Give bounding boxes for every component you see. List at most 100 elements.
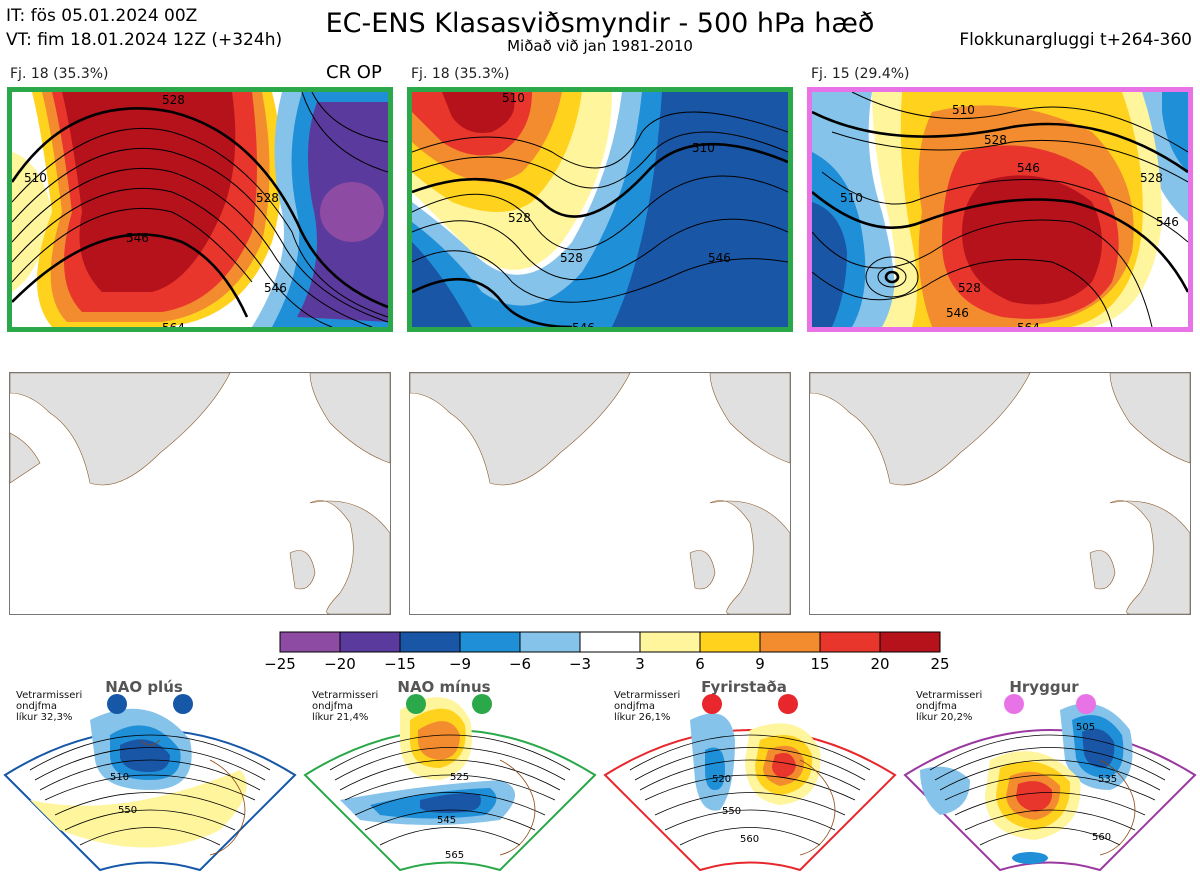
regime-marker-dot [107, 694, 127, 714]
regime-contour-label: 550 [722, 806, 741, 817]
colorbar-swatch [639, 631, 701, 653]
cluster-2-contour-label: 510 [692, 141, 715, 155]
colorbar-tick-label: 6 [695, 655, 705, 673]
regime-contour-label: 560 [740, 834, 759, 845]
cluster-3-contour-label: 546 [1017, 161, 1040, 175]
colorbar-swatch [279, 631, 341, 653]
landmass-outline [810, 373, 1190, 614]
colorbar-tick-label: −15 [384, 655, 416, 673]
cluster-3-contour-label: 564 [1017, 321, 1040, 327]
regime-stats: Vetrarmisseri ondjfma líkur 32,3% [16, 690, 83, 723]
colorbar-tick-label: −20 [324, 655, 356, 673]
regime-nao-plus[interactable]: 510 550 NAO plús Vetrarmisseri ondjfma lík… [0, 678, 300, 872]
regime-contour-label: 505 [1076, 722, 1095, 733]
initial-time: IT: fös 05.01.2024 00Z [6, 6, 198, 26]
colorbar-tick-label: 9 [755, 655, 765, 673]
regime-marker-dot [406, 694, 426, 714]
colorbar-swatch [879, 631, 941, 653]
regime-contour-label: 550 [118, 805, 137, 816]
colorbar-swatch [519, 631, 581, 653]
cluster-1-contour-label: 564 [162, 321, 185, 327]
cluster-1-contour-label: 528 [256, 191, 279, 205]
cluster-2-contour-label: 528 [508, 211, 531, 225]
colorbar-swatch [339, 631, 401, 653]
regime-contour-label: 535 [1098, 774, 1117, 785]
header-left: IT: fös 05.01.2024 00Z VT: fim 18.01.202… [6, 4, 282, 52]
landmass-outline [410, 373, 790, 614]
valid-time: VT: fim 18.01.2024 12Z (+324h) [6, 30, 283, 50]
cluster-2-contour-label: 510 [502, 92, 525, 105]
colorbar-tick-label: −3 [568, 655, 592, 673]
regime-name: NAO plús [105, 678, 183, 696]
empty-map-1[interactable] [9, 372, 391, 615]
colorbar-swatch [399, 631, 461, 653]
colorbar-tick-label: 20 [870, 655, 890, 673]
cluster-3-contour-label: 510 [840, 191, 863, 205]
cluster-2-map[interactable]: 510 528 510 528 546 546 [407, 87, 793, 332]
cluster-2-contour-label: 528 [560, 251, 583, 265]
colorbar-tick-label: −6 [508, 655, 532, 673]
regime-contour-label: 560 [1092, 832, 1111, 843]
regime-marker-dot [1076, 694, 1096, 714]
regime-map: 510 550 [3, 708, 297, 872]
cluster-1-label: Fj. 18 (35.3%) [10, 66, 109, 82]
cluster-1-contour-label: 546 [264, 281, 287, 295]
cluster-1-field: 510 528 546 528 546 564 [12, 92, 388, 327]
empty-map-3[interactable] [809, 372, 1191, 615]
cluster-3-field: 510 528 546 528 546 510 528 546 564 [812, 92, 1188, 327]
colorbar-swatch [579, 631, 641, 653]
cluster-1-map[interactable]: 510 528 546 528 546 564 [7, 87, 393, 332]
cluster-2-field: 510 528 510 528 546 546 [412, 92, 788, 327]
regime-marker-dot [173, 694, 193, 714]
regime-contour-label: 525 [450, 772, 469, 783]
colorbar-tick-label: 3 [635, 655, 645, 673]
regime-marker-dot [472, 694, 492, 714]
page-title: EC-ENS Klasasviðsmyndir - 500 hPa hæð [325, 8, 875, 39]
empty-map-2[interactable] [409, 372, 791, 615]
regime-nao-minus[interactable]: 525 545 565 NAO mínus Vetrarmisseri ondjf… [300, 678, 600, 872]
regime-marker-dot [778, 694, 798, 714]
colorbar-swatch [759, 631, 821, 653]
cluster-3-contour-label: 546 [946, 306, 969, 320]
cluster-3-contour-label: 528 [984, 133, 1007, 147]
regime-name: Hryggur [1009, 678, 1079, 696]
regime-map: 520 550 560 [603, 713, 897, 872]
cluster-2-contour-label: 546 [708, 251, 731, 265]
cluster-1-contour-label: 510 [24, 171, 47, 185]
regime-contour-label: 510 [110, 772, 129, 783]
colorbar [279, 631, 941, 653]
cluster-1-tag: CR OP [326, 62, 382, 83]
colorbar-swatch [699, 631, 761, 653]
colorbar-swatch [459, 631, 521, 653]
regime-contour-label: 545 [437, 815, 456, 826]
cluster-3-contour-label: 528 [1140, 171, 1163, 185]
cluster-2-contour-label: 546 [572, 321, 595, 327]
regime-marker-dot [1004, 694, 1024, 714]
regime-stats: Vetrarmisseri ondjfma líkur 26,1% [614, 690, 681, 723]
cluster-3-contour-label: 528 [958, 281, 981, 295]
colorbar-swatch [819, 631, 881, 653]
regime-map: 505 535 560 [903, 703, 1197, 872]
regime-marker-dot [702, 694, 722, 714]
cluster-3-label: Fj. 15 (29.4%) [811, 66, 910, 82]
regime-stats: Vetrarmisseri ondjfma líkur 21,4% [312, 690, 379, 723]
cluster-3-contour-label: 546 [1156, 215, 1179, 229]
page-subtitle: Miðað við jan 1981-2010 [507, 37, 693, 55]
regime-map: 525 545 565 [303, 697, 597, 872]
regime-name: NAO mínus [397, 678, 491, 696]
regime-ridge[interactable]: 505 535 560 Hryggur Vetrarmisseri ondjfma… [900, 678, 1200, 872]
colorbar-tick-label: 15 [810, 655, 830, 673]
regime-stats: Vetrarmisseri ondjfma líkur 20,2% [916, 690, 983, 723]
cluster-1-contour-label: 546 [126, 231, 149, 245]
cluster-3-contour-label: 510 [952, 103, 975, 117]
cluster-3-map[interactable]: 510 528 546 528 546 510 528 546 564 [807, 87, 1193, 332]
cluster-1-contour-label: 528 [162, 93, 185, 107]
regime-contour-label: 565 [445, 850, 464, 861]
regime-blocking[interactable]: 520 550 560 Fyrirstaða Vetrarmisseri ondj… [600, 678, 900, 872]
regime-contour-label: 520 [712, 774, 731, 785]
cluster-2-label: Fj. 18 (35.3%) [411, 66, 510, 82]
colorbar-tick-label: −9 [448, 655, 472, 673]
classification-window: Flokkunargluggi t+264-360 [959, 30, 1192, 50]
colorbar-tick-label: −25 [264, 655, 296, 673]
landmass-outline [10, 373, 390, 614]
